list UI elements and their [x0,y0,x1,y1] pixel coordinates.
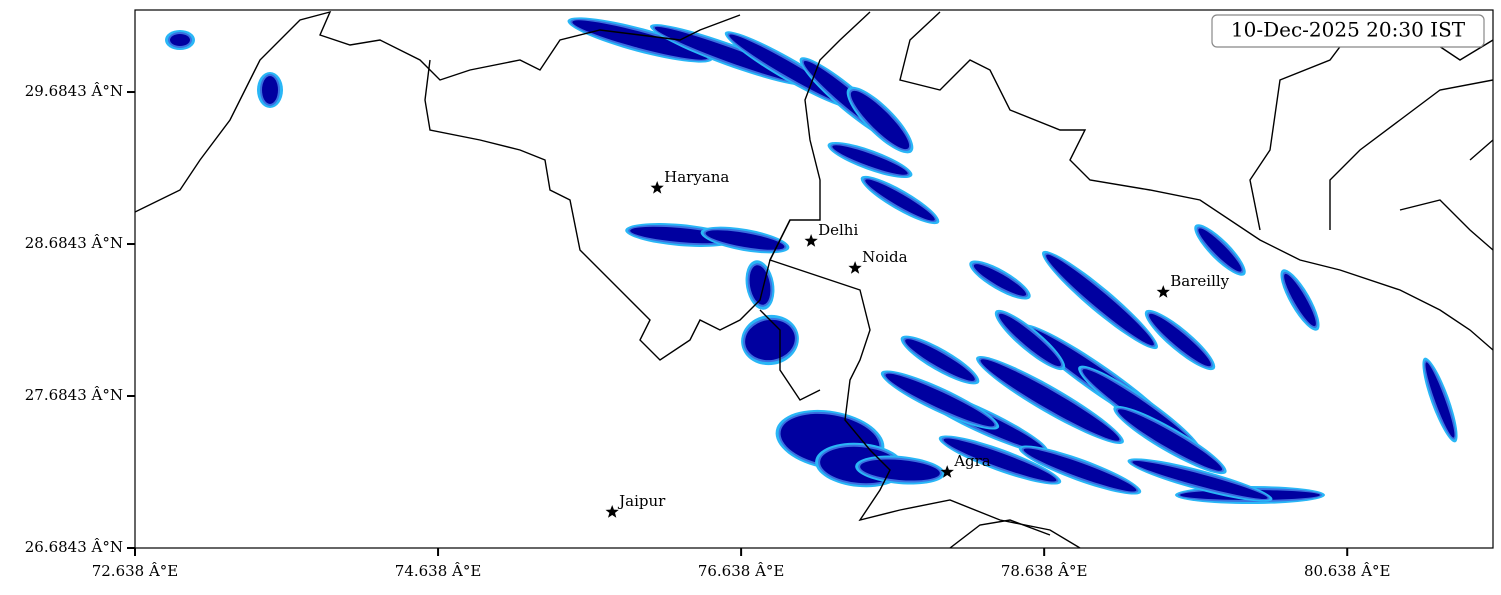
city-label: Bareilly [1170,272,1229,290]
timestamp-frame [1211,14,1485,48]
y-tick-label: 29.6843 Â°N [25,82,123,100]
city-marker [940,465,954,478]
y-tick-label: 26.6843 Â°N [25,538,123,556]
precip-dark [999,313,1061,367]
timestamp: 10-Dec-2025 20:30 IST [1231,18,1466,42]
city-label: Delhi [818,221,858,239]
city-marker [605,505,619,518]
x-tick-label: 80.638 Â°E [1304,562,1391,580]
border [949,519,1051,548]
border [135,10,741,213]
precip-dark [1117,409,1223,471]
precip-dark [850,90,910,150]
timestamp-box: 10-Dec-2025 20:30 IST [1211,14,1485,48]
precip-dark [705,230,785,250]
precip-dark [1198,228,1242,272]
x-tick-label: 76.638 Â°E [698,562,785,580]
city-marker [848,261,862,274]
precip-dark [905,339,975,381]
plot-frame [134,9,1494,549]
city-label: Haryana [664,168,729,186]
y-tick-label: 27.6843 Â°N [25,386,123,404]
y-tick-label: 28.6843 Â°N [25,234,123,252]
city-marker [1156,285,1170,298]
precip-dark [1046,254,1154,346]
city-label: Noida [862,248,908,266]
precip-dark [980,359,1120,441]
precip-dark [745,319,795,361]
precip-dark [1284,273,1316,327]
x-tick-label: 72.638 Â°E [92,562,179,580]
precip-dark [630,226,730,244]
city-marker [804,234,818,247]
city-label: Jaipur [617,492,666,510]
precip-dark [973,264,1027,296]
precip-dark [832,145,908,175]
precipitation [165,17,1458,504]
x-tick-label: 74.638 Â°E [395,562,482,580]
precip-dark [885,373,995,427]
border [424,11,871,361]
precip-dark [860,459,940,481]
border [1249,19,1493,231]
border [1329,79,1493,251]
border [759,309,821,401]
precip-dark [1023,448,1137,492]
border [769,219,1081,548]
precip-dark [749,265,771,305]
precip-dark [1132,460,1268,500]
precip-dark [170,34,190,46]
precip-dark [1149,313,1211,367]
precip-dark [865,179,935,221]
precip-dark [262,76,278,104]
precip-dark [943,438,1057,482]
city-label: Agra [953,452,991,470]
border [899,11,1493,351]
city-marker [650,181,664,194]
x-tick-label: 78.638 Â°E [1001,562,1088,580]
precip-dark [1425,362,1455,438]
